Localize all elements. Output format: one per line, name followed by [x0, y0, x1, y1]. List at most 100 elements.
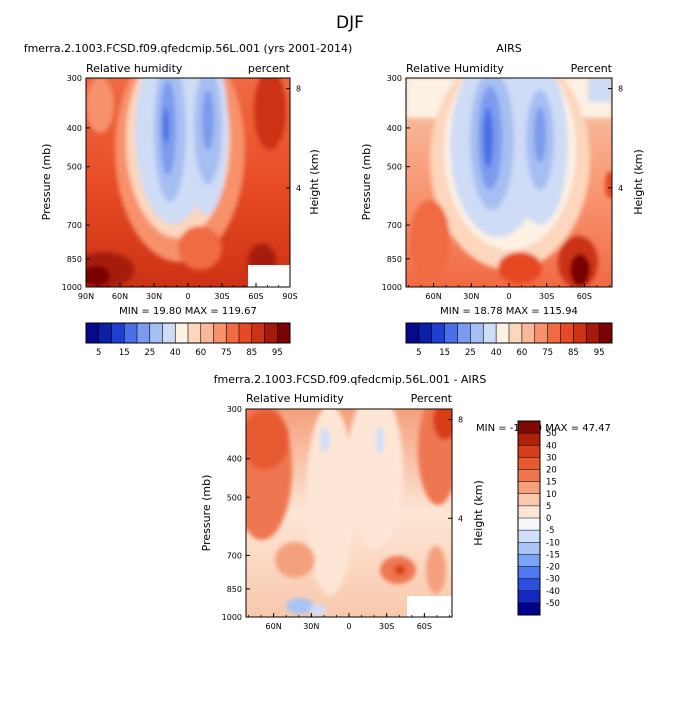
y-tick-label: 700	[227, 551, 242, 560]
x-tick-label: 30N	[463, 292, 479, 301]
y-tick-label: 500	[227, 493, 242, 502]
y-tick-label: 700	[387, 221, 402, 230]
colorbar-swatch	[175, 323, 189, 343]
figure-title: DJF	[336, 13, 364, 33]
colorbar-label: 5	[546, 502, 551, 512]
colorbar-label: -10	[546, 538, 560, 548]
colorbar-swatch	[137, 323, 151, 343]
colorbar-swatch	[406, 323, 420, 343]
y-tick-label: 300	[387, 74, 402, 83]
x-tick-label: 60S	[577, 292, 592, 301]
colorbar-swatch	[518, 481, 540, 495]
colorbar-swatch	[518, 518, 540, 531]
colorbar-swatch	[200, 323, 214, 343]
colorbar-swatch	[518, 505, 540, 519]
colorbar-swatch	[509, 323, 523, 343]
colorbar-swatch	[111, 323, 125, 343]
colorbar-label: 5	[96, 348, 101, 358]
colorbar-label: -15	[546, 550, 560, 560]
colorbar-label: 25	[144, 348, 155, 358]
colorbar-swatch	[483, 323, 497, 343]
colorbar-label: 85	[568, 348, 579, 358]
colorbar-label: 25	[465, 348, 476, 358]
colorbar-label: -40	[546, 587, 560, 597]
colorbar-label: 40	[546, 441, 557, 451]
height-tick-label: 8	[618, 85, 623, 94]
colorbar: 5 15 25 40 60 75 85 95	[85, 322, 291, 358]
stats-text: MIN = 19.80 MAX = 119.67	[119, 306, 257, 317]
y-tick-label: 400	[227, 455, 242, 464]
colorbar-label: 95	[272, 348, 283, 358]
y-tick-label: 700	[67, 221, 82, 230]
x-tick-label: 30N	[303, 622, 319, 631]
colorbar-swatch	[518, 578, 540, 592]
x-tick-label: 30N	[146, 292, 162, 301]
colorbar-swatch	[518, 542, 540, 555]
height-tick-label: 8	[458, 416, 463, 425]
y-axis-label-right: Height (km)	[308, 149, 321, 215]
colorbar-swatch	[98, 323, 112, 343]
x-tick-label: 60N	[266, 622, 282, 631]
y-tick-label: 850	[67, 255, 82, 264]
colorbar-label: 0	[546, 514, 551, 524]
y-tick-label: 1000	[222, 613, 242, 622]
colorbar-swatch	[470, 323, 484, 343]
heatmap-field	[246, 409, 452, 617]
y-tick-label: 300	[67, 74, 82, 83]
left-label: Relative Humidity	[246, 392, 344, 405]
height-tick-label: 4	[296, 184, 301, 193]
x-tick-label: 0	[185, 292, 190, 301]
colorbar-swatch	[586, 323, 600, 343]
colorbar-label: 60	[195, 348, 206, 358]
colorbar-label: -50	[546, 599, 560, 609]
left-label: Relative humidity	[86, 62, 183, 75]
colorbar-swatch	[518, 566, 540, 579]
colorbar-swatch	[534, 323, 548, 343]
y-tick-label: 500	[67, 163, 82, 172]
y-axis-label-right: Height (km)	[632, 149, 645, 215]
y-axis-label: Pressure (mb)	[200, 475, 213, 552]
heatmap-field	[86, 78, 290, 287]
right-label: Percent	[411, 392, 453, 405]
colorbar-swatch	[518, 457, 540, 470]
y-tick-label: 400	[387, 124, 402, 133]
colorbar-swatch	[518, 590, 540, 604]
colorbar-swatch	[573, 323, 587, 343]
height-tick-label: 8	[296, 85, 301, 94]
colorbar-swatch	[251, 323, 265, 343]
y-tick-label: 1000	[62, 283, 82, 292]
y-tick-label: 400	[67, 124, 82, 133]
colorbar-label: 75	[221, 348, 232, 358]
colorbar-swatch	[444, 323, 458, 343]
y-axis-label: Pressure (mb)	[360, 144, 373, 221]
colorbar-label: 15	[546, 478, 557, 488]
x-tick-label: 60N	[112, 292, 128, 301]
colorbar-swatch	[518, 530, 540, 543]
y-tick-label: 300	[227, 405, 242, 414]
colorbar-swatch	[188, 323, 202, 343]
x-tick-label: 30S	[539, 292, 554, 301]
colorbar-swatch	[457, 323, 471, 343]
height-tick-label: 4	[458, 514, 463, 523]
x-tick-label: 0	[346, 622, 351, 631]
panel-title: fmerra.2.1003.FCSD.f09.qfedcmip.56L.001 …	[214, 373, 487, 386]
colorbar-swatch	[431, 323, 445, 343]
y-tick-label: 850	[387, 255, 402, 264]
colorbar-swatch	[518, 493, 540, 507]
panel-difference: fmerra.2.1003.FCSD.f09.qfedcmip.56L.001 …	[200, 373, 611, 631]
colorbar-label: -30	[546, 575, 560, 585]
panel-title: AIRS	[496, 42, 521, 55]
colorbar-swatch	[124, 323, 138, 343]
colorbar-swatch	[560, 323, 574, 343]
colorbar-swatch	[547, 323, 561, 343]
colorbar-swatch	[277, 323, 291, 343]
colorbar-swatch	[149, 323, 163, 343]
x-tick-label: 60S	[417, 622, 432, 631]
colorbar-label: 50	[546, 429, 557, 439]
colorbar-swatch	[518, 469, 540, 482]
x-tick-label: 90S	[282, 292, 297, 301]
colorbar-label: 85	[246, 348, 257, 358]
